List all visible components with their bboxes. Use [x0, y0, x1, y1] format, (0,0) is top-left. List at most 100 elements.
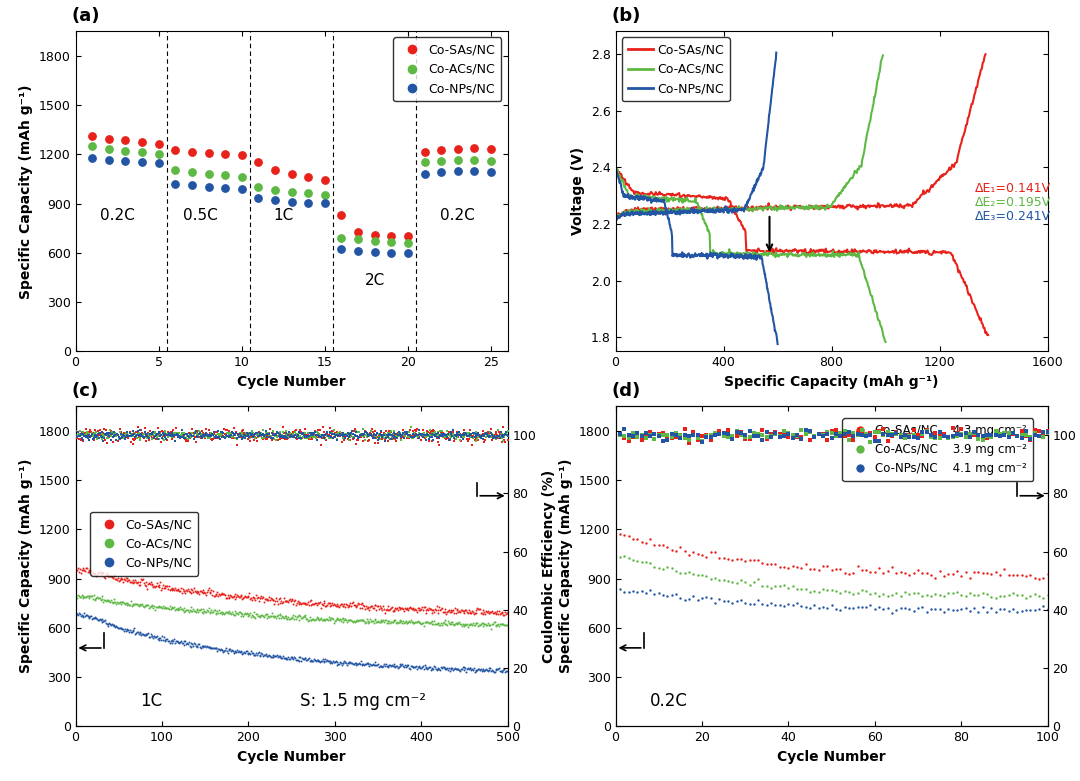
Point: [450, 663, 468, 676]
Point: [435, 428, 453, 440]
Point: [255, 432, 272, 444]
Point: [836, 585, 853, 597]
Point: [241, 432, 258, 444]
Point: [629, 533, 646, 546]
Point: [175, 602, 192, 615]
Point: [194, 584, 212, 597]
Point: [482, 619, 499, 631]
Point: [166, 427, 184, 440]
Point: [380, 604, 397, 616]
Point: [465, 154, 483, 166]
Point: [379, 429, 396, 441]
Point: [488, 619, 505, 632]
Point: [485, 430, 502, 442]
Point: [422, 426, 440, 438]
Point: [788, 561, 806, 573]
Point: [281, 428, 298, 440]
Point: [259, 609, 276, 622]
Point: [309, 430, 326, 443]
Point: [395, 430, 413, 442]
Point: [73, 427, 91, 440]
Point: [659, 590, 676, 602]
Point: [399, 432, 416, 444]
Point: [814, 560, 832, 572]
Point: [184, 604, 201, 617]
Point: [285, 651, 302, 663]
Point: [335, 656, 352, 669]
Point: [473, 665, 490, 677]
Point: [840, 429, 858, 441]
Point: [259, 612, 276, 624]
Point: [853, 584, 870, 597]
Point: [407, 428, 424, 440]
Point: [462, 428, 480, 440]
Point: [159, 580, 176, 593]
Point: [188, 430, 205, 443]
Point: [354, 429, 372, 441]
Point: [288, 597, 306, 609]
Point: [157, 427, 174, 440]
Point: [278, 425, 295, 437]
Point: [302, 430, 320, 442]
Point: [92, 569, 109, 581]
Point: [191, 585, 208, 597]
Point: [676, 431, 693, 444]
Point: [719, 431, 737, 444]
Point: [1013, 589, 1030, 601]
Point: [167, 422, 185, 434]
Point: [213, 427, 230, 440]
Point: [191, 426, 208, 438]
Point: [449, 428, 467, 440]
Point: [672, 541, 689, 554]
Point: [390, 428, 407, 440]
Point: [383, 601, 401, 614]
Point: [406, 603, 423, 615]
Point: [336, 598, 353, 611]
Point: [351, 614, 368, 626]
Point: [410, 660, 428, 672]
Point: [386, 659, 403, 672]
Point: [130, 428, 147, 440]
Point: [378, 603, 395, 615]
Point: [363, 600, 380, 612]
Point: [353, 658, 370, 670]
Point: [168, 601, 186, 614]
Point: [754, 429, 771, 441]
Point: [141, 577, 159, 590]
Point: [143, 426, 160, 439]
Point: [974, 430, 991, 442]
Point: [369, 615, 387, 627]
Point: [355, 430, 373, 442]
Point: [216, 428, 233, 440]
Point: [298, 430, 315, 443]
Point: [406, 661, 423, 673]
Point: [896, 432, 914, 444]
Point: [810, 427, 827, 440]
Point: [429, 617, 446, 629]
Point: [210, 432, 227, 444]
Point: [436, 430, 454, 443]
Point: [171, 584, 188, 597]
Point: [240, 609, 257, 622]
Point: [149, 601, 166, 614]
Point: [719, 575, 737, 587]
Point: [758, 580, 775, 592]
Point: [996, 426, 1013, 439]
Point: [482, 662, 499, 674]
Point: [927, 432, 944, 444]
Point: [419, 425, 436, 437]
Point: [104, 428, 121, 440]
Point: [417, 607, 434, 619]
Legend: Co-SAs/NC, Co-ACs/NC, Co-NPs/NC: Co-SAs/NC, Co-ACs/NC, Co-NPs/NC: [622, 37, 730, 102]
Point: [256, 429, 273, 441]
Point: [251, 594, 268, 607]
Point: [179, 430, 197, 443]
Point: [121, 427, 138, 440]
Point: [460, 663, 477, 676]
Point: [499, 430, 516, 442]
Point: [187, 640, 204, 652]
Point: [361, 429, 378, 441]
Point: [348, 658, 365, 671]
Point: [289, 427, 307, 440]
Point: [321, 599, 338, 612]
